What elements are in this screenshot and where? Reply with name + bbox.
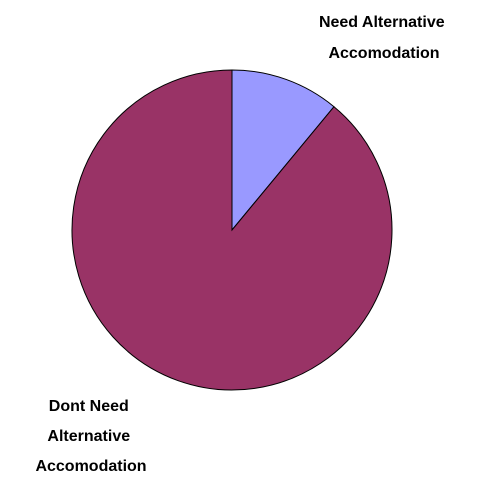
- slice-label-need-alternative: Need Alternative Accomodation: [319, 14, 449, 62]
- slice-label-dont-need-alternative: Dont Need Alternative Accomodation: [35, 398, 146, 473]
- pie-slice-dont-need-alternative: [71, 69, 393, 391]
- pie-slice-need-alternative: [231, 69, 335, 232]
- pie-slices: [71, 69, 393, 391]
